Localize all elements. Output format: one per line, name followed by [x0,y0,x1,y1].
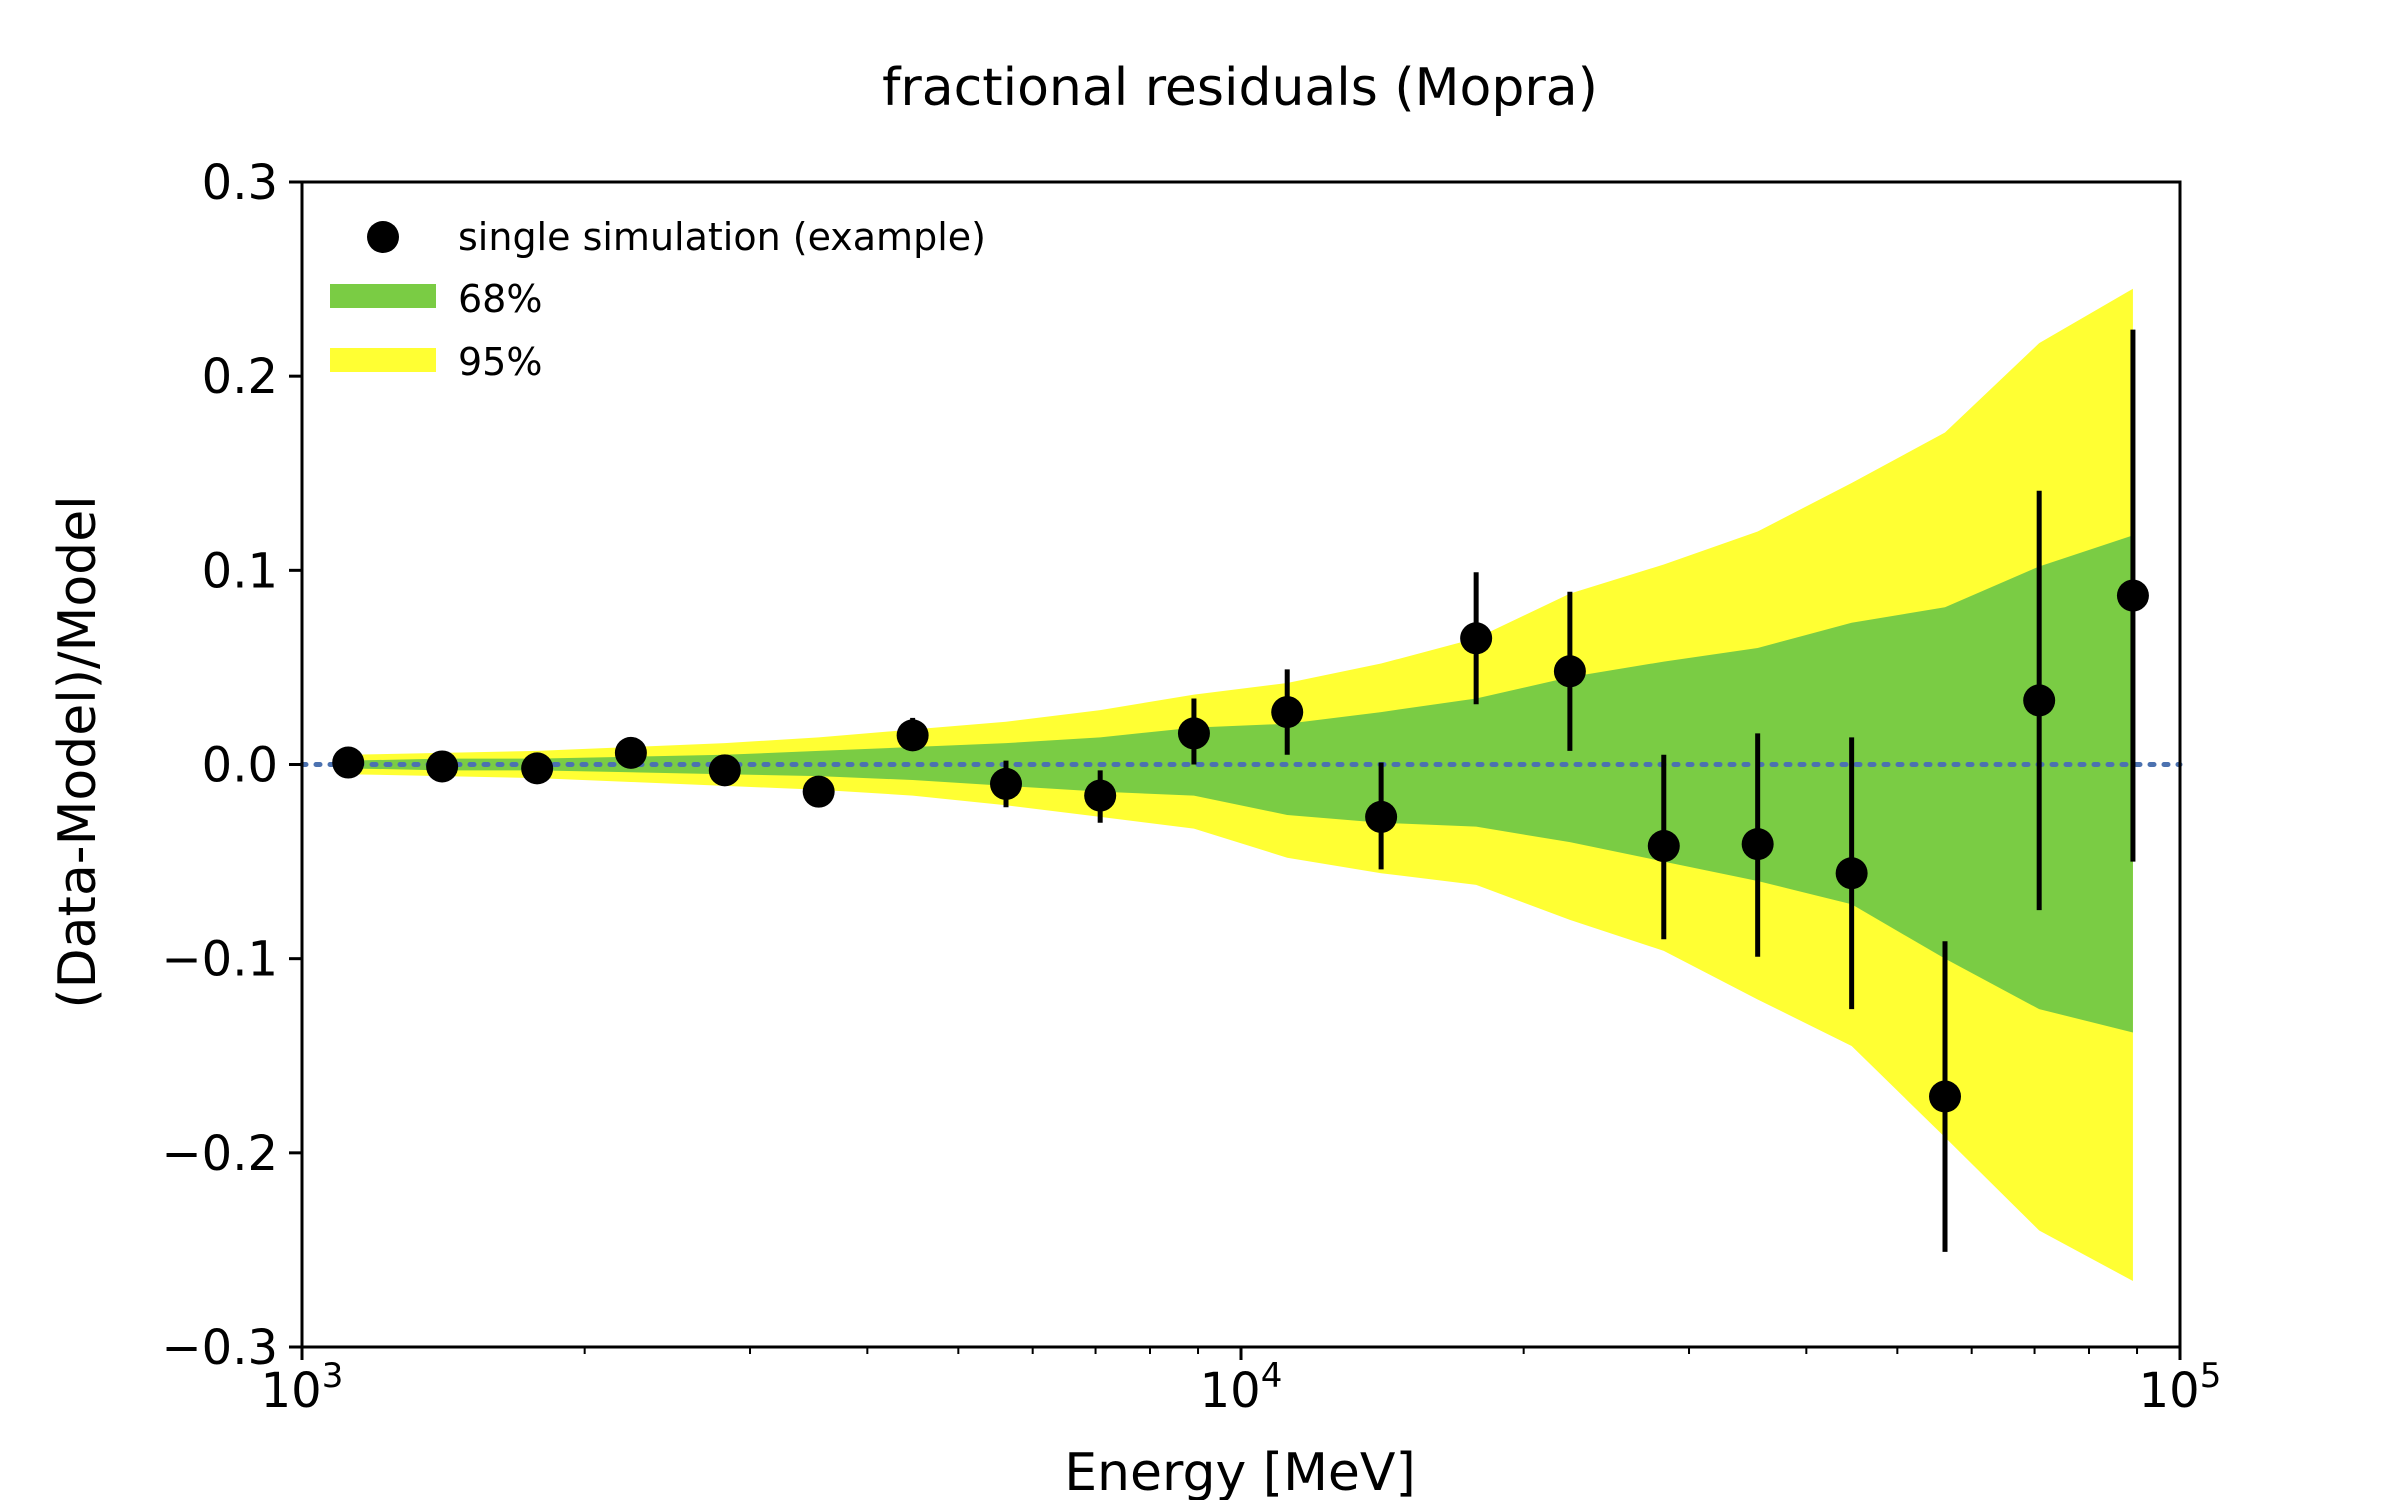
data-point [1929,1080,1962,1113]
y-tick-label: 0.1 [202,543,278,599]
data-point [521,752,554,785]
y-tick-label: 0.0 [202,738,278,794]
y-tick-label: 0.3 [202,155,278,211]
x-tick-exponent: 4 [1261,1356,1283,1396]
data-point [896,719,929,752]
data-point [1835,857,1868,890]
data-point [614,736,647,769]
y-tick-label: −0.2 [161,1126,278,1182]
y-axis-title: (Data-Model)/Model [48,495,108,1008]
legend-label-95: 95% [458,340,542,384]
legend-label-simulation: single simulation (example) [458,215,986,259]
legend: single simulation (example) 68% 95% [330,215,986,384]
y-tick-label: −0.1 [161,932,278,988]
x-tick-base: 10 [261,1363,322,1419]
data-point [1460,622,1493,655]
band-68pct [348,535,2133,1033]
data-point [990,767,1023,800]
data-points [332,329,2149,1252]
data-point [2023,684,2056,717]
data-point [332,746,365,779]
y-axis: −0.3 −0.2 −0.1 0.0 0.1 0.2 0.3 [161,155,302,1376]
legend-swatch-95 [330,348,436,372]
data-point [802,775,835,808]
data-point [1553,655,1586,688]
data-point [2116,579,2149,612]
y-tick-label: 0.2 [202,349,278,405]
data-point [1084,779,1117,812]
x-tick-label: 104 [1200,1356,1283,1419]
legend-marker-simulation [367,221,399,253]
data-point [426,750,459,783]
legend-swatch-68 [330,284,436,308]
x-tick-base: 10 [1200,1363,1261,1419]
data-point [1365,800,1398,833]
data-point [1647,830,1680,863]
y-tick-label: −0.3 [161,1320,278,1376]
chart-title: fractional residuals (Mopra) [882,58,1598,118]
x-axis-title: Energy [MeV] [1064,1443,1416,1500]
x-axis: 103 104 105 [261,1347,2222,1419]
x-tick-exponent: 5 [2200,1356,2222,1396]
legend-label-68: 68% [458,277,542,321]
x-tick-label: 103 [261,1356,344,1419]
data-point [708,754,741,787]
data-point [1741,828,1774,861]
data-point [1271,696,1304,729]
confidence-bands [348,288,2133,1281]
x-tick-base: 10 [2139,1363,2200,1419]
data-point [1177,717,1210,750]
x-tick-exponent: 3 [322,1356,344,1396]
x-tick-label: 105 [2139,1356,2222,1419]
